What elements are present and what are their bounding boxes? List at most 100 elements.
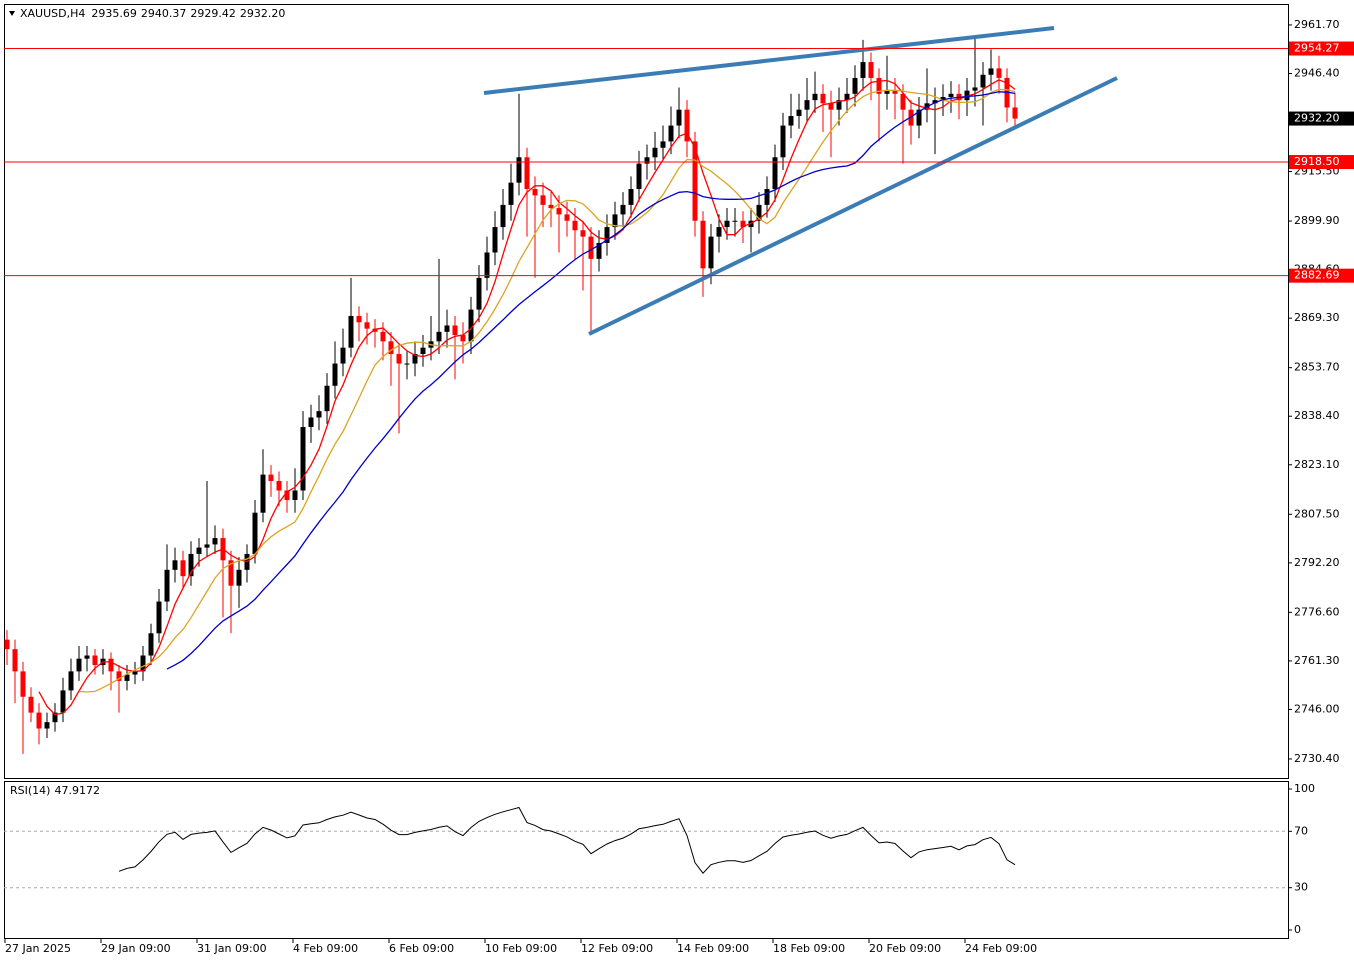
candle-body <box>804 100 810 110</box>
candle-body <box>948 93 954 97</box>
candle-body <box>940 96 946 101</box>
header-close: 2932.20 <box>240 7 286 20</box>
candle-body <box>612 214 618 228</box>
candle-body <box>284 490 290 501</box>
x-tick-label: 14 Feb 09:00 <box>677 942 749 955</box>
rsi-value: 47.9172 <box>54 784 100 797</box>
candle-body <box>12 649 18 672</box>
candle-body <box>892 90 898 94</box>
y-tick-label: 2807.50 <box>1294 507 1340 520</box>
candle-body <box>972 87 978 91</box>
candle-body <box>676 109 682 126</box>
candle-body <box>828 103 834 110</box>
candle-body <box>412 354 418 364</box>
candle-body <box>964 90 970 101</box>
candle-body <box>716 227 722 237</box>
candle-body <box>36 712 42 729</box>
rsi-label: RSI(14) <box>10 784 50 797</box>
candle-body <box>252 512 258 554</box>
trend-lines <box>483 26 1118 336</box>
moving-average <box>78 88 1016 693</box>
candle-body <box>396 354 402 364</box>
candle-body <box>500 204 506 228</box>
candle-body <box>996 68 1002 78</box>
candle-body <box>204 544 210 548</box>
rsi-tick-label: 100 <box>1294 782 1315 795</box>
candle-body <box>404 363 410 365</box>
y-tick-label: 2776.60 <box>1294 605 1340 618</box>
y-tick-label: 2869.30 <box>1294 311 1340 324</box>
candle-body <box>76 658 82 672</box>
price-label-box <box>1289 111 1354 126</box>
moving-average <box>38 79 1016 716</box>
candle-body <box>820 93 826 104</box>
header: XAUUSD,H4 2935.69 2940.37 2929.42 2932.20 <box>20 7 285 20</box>
candle-body <box>636 163 642 190</box>
candle-body <box>540 195 546 205</box>
x-tick-label: 31 Jan 09:00 <box>197 942 267 955</box>
rsi-panel <box>4 781 1289 939</box>
candle-body <box>548 204 554 209</box>
candle-body <box>644 157 650 164</box>
candle-body <box>836 100 842 110</box>
rsi-tick-label: 30 <box>1294 881 1308 894</box>
candle-body <box>348 315 354 348</box>
x-tick-label: 12 Feb 09:00 <box>581 942 653 955</box>
candle-body <box>44 722 50 729</box>
candle-body <box>476 277 482 310</box>
candle-body <box>276 480 282 491</box>
candle-body <box>692 141 698 221</box>
y-tick-label: 2961.70 <box>1294 18 1340 31</box>
candle-body <box>268 474 274 481</box>
candle-body <box>524 157 530 190</box>
y-tick-label: 2730.40 <box>1294 752 1340 765</box>
candle-body <box>356 315 362 323</box>
candle-body <box>916 109 922 126</box>
rsi-tick-label: 70 <box>1294 824 1308 837</box>
level-label-box <box>1289 155 1354 170</box>
y-tick-label: 2946.40 <box>1294 66 1340 79</box>
y-tick-label: 2899.90 <box>1294 214 1340 227</box>
candle-body <box>436 331 442 342</box>
level-label: 2882.69 <box>1294 269 1340 282</box>
candle-body <box>460 334 466 342</box>
candle-body <box>652 147 658 158</box>
candle-body <box>260 474 266 513</box>
candle-body <box>316 411 322 418</box>
rsi-tick-label: 0 <box>1294 923 1301 936</box>
x-tick-label: 24 Feb 09:00 <box>965 942 1037 955</box>
candle-body <box>932 100 938 104</box>
candle-body <box>532 189 538 196</box>
candle-body <box>68 671 74 691</box>
x-tick-label: 20 Feb 09:00 <box>869 942 941 955</box>
header-icon <box>9 11 15 16</box>
candle-body <box>884 90 890 94</box>
level-label-box <box>1289 41 1354 56</box>
candle-body <box>28 696 34 713</box>
candle-body <box>236 569 242 586</box>
candle-body <box>604 227 610 243</box>
candle-body <box>108 658 114 672</box>
candle-body <box>52 712 58 723</box>
candle-body <box>756 204 762 221</box>
candle-body <box>444 325 450 332</box>
candle-body <box>596 242 602 259</box>
candle-body <box>340 347 346 364</box>
candle-body <box>156 601 162 634</box>
candle-body <box>228 560 234 586</box>
level-label: 2954.27 <box>1294 42 1340 55</box>
y-tick-label: 2838.40 <box>1294 409 1340 422</box>
candle-body <box>668 125 674 142</box>
candle-body <box>684 109 690 142</box>
candle-body <box>708 236 714 269</box>
candle-body <box>844 93 850 101</box>
candle-body <box>420 347 426 355</box>
candle-body <box>60 690 66 713</box>
candle-body <box>212 538 218 545</box>
candle-body <box>516 157 522 183</box>
candle-body <box>20 671 26 697</box>
candle-body <box>988 68 994 75</box>
candle-body <box>628 189 634 205</box>
